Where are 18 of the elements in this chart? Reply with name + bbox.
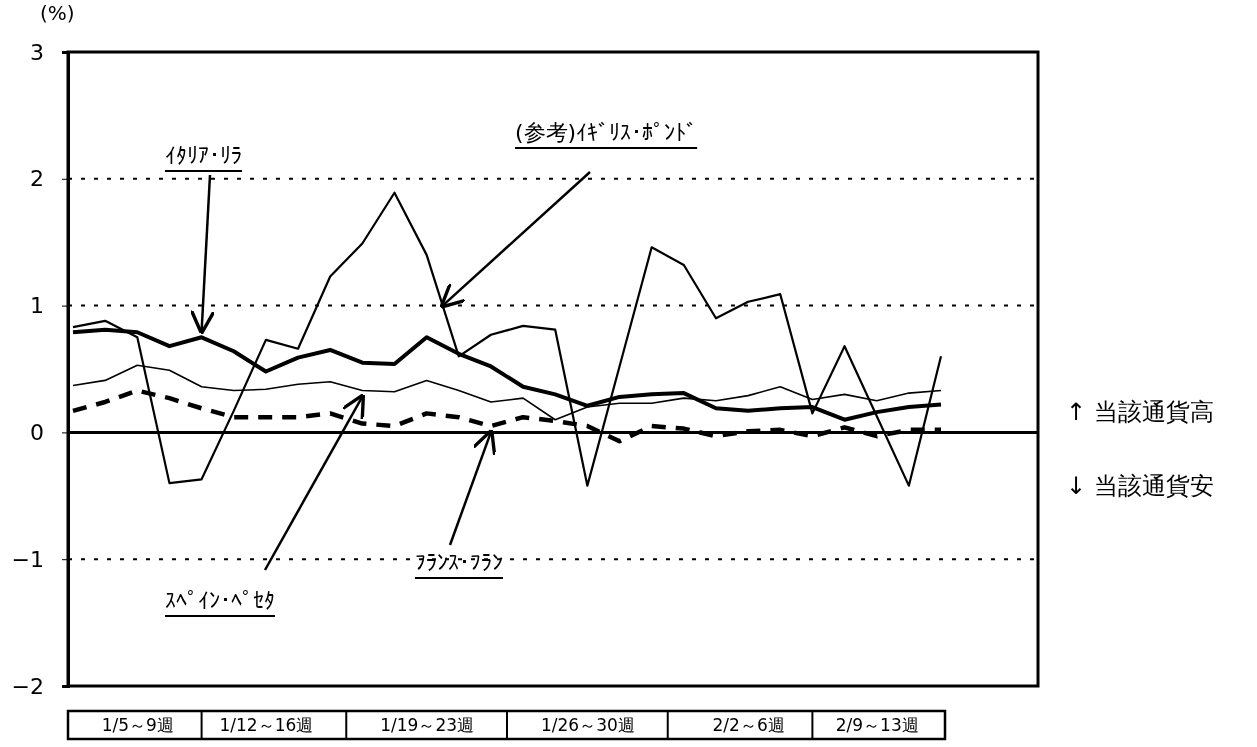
text: ↓ 当該通貨安: [1066, 472, 1214, 500]
y-tick-label: 0: [30, 419, 44, 445]
y-tick-label: −1: [11, 546, 44, 572]
x-tick-label: 2/2～6週: [712, 714, 785, 735]
text: ｽﾍﾟｲﾝ･ﾍﾟｾﾀ: [165, 588, 275, 613]
y-tick-label: 1: [30, 293, 44, 319]
y-axis-title: (%): [40, 1, 75, 25]
x-tick-label: 2/9～13週: [835, 714, 919, 735]
x-tick-label: 1/19～23週: [380, 714, 475, 735]
text: (参考)ｲｷﾞﾘｽ･ﾎﾟﾝﾄﾞ: [515, 120, 698, 145]
x-tick-label: 1/12～16週: [219, 714, 314, 735]
text: ↑ 当該通貨高: [1066, 398, 1214, 426]
x-tick-label: 1/26～30週: [540, 714, 635, 735]
y-tick-label: 3: [30, 39, 44, 65]
y-tick-label: 2: [30, 166, 44, 192]
x-tick-label: 1/5～9週: [101, 714, 174, 735]
y-tick-label: −2: [11, 673, 44, 699]
text: ｲﾀﾘｱ･ﾘﾗ: [165, 143, 242, 168]
